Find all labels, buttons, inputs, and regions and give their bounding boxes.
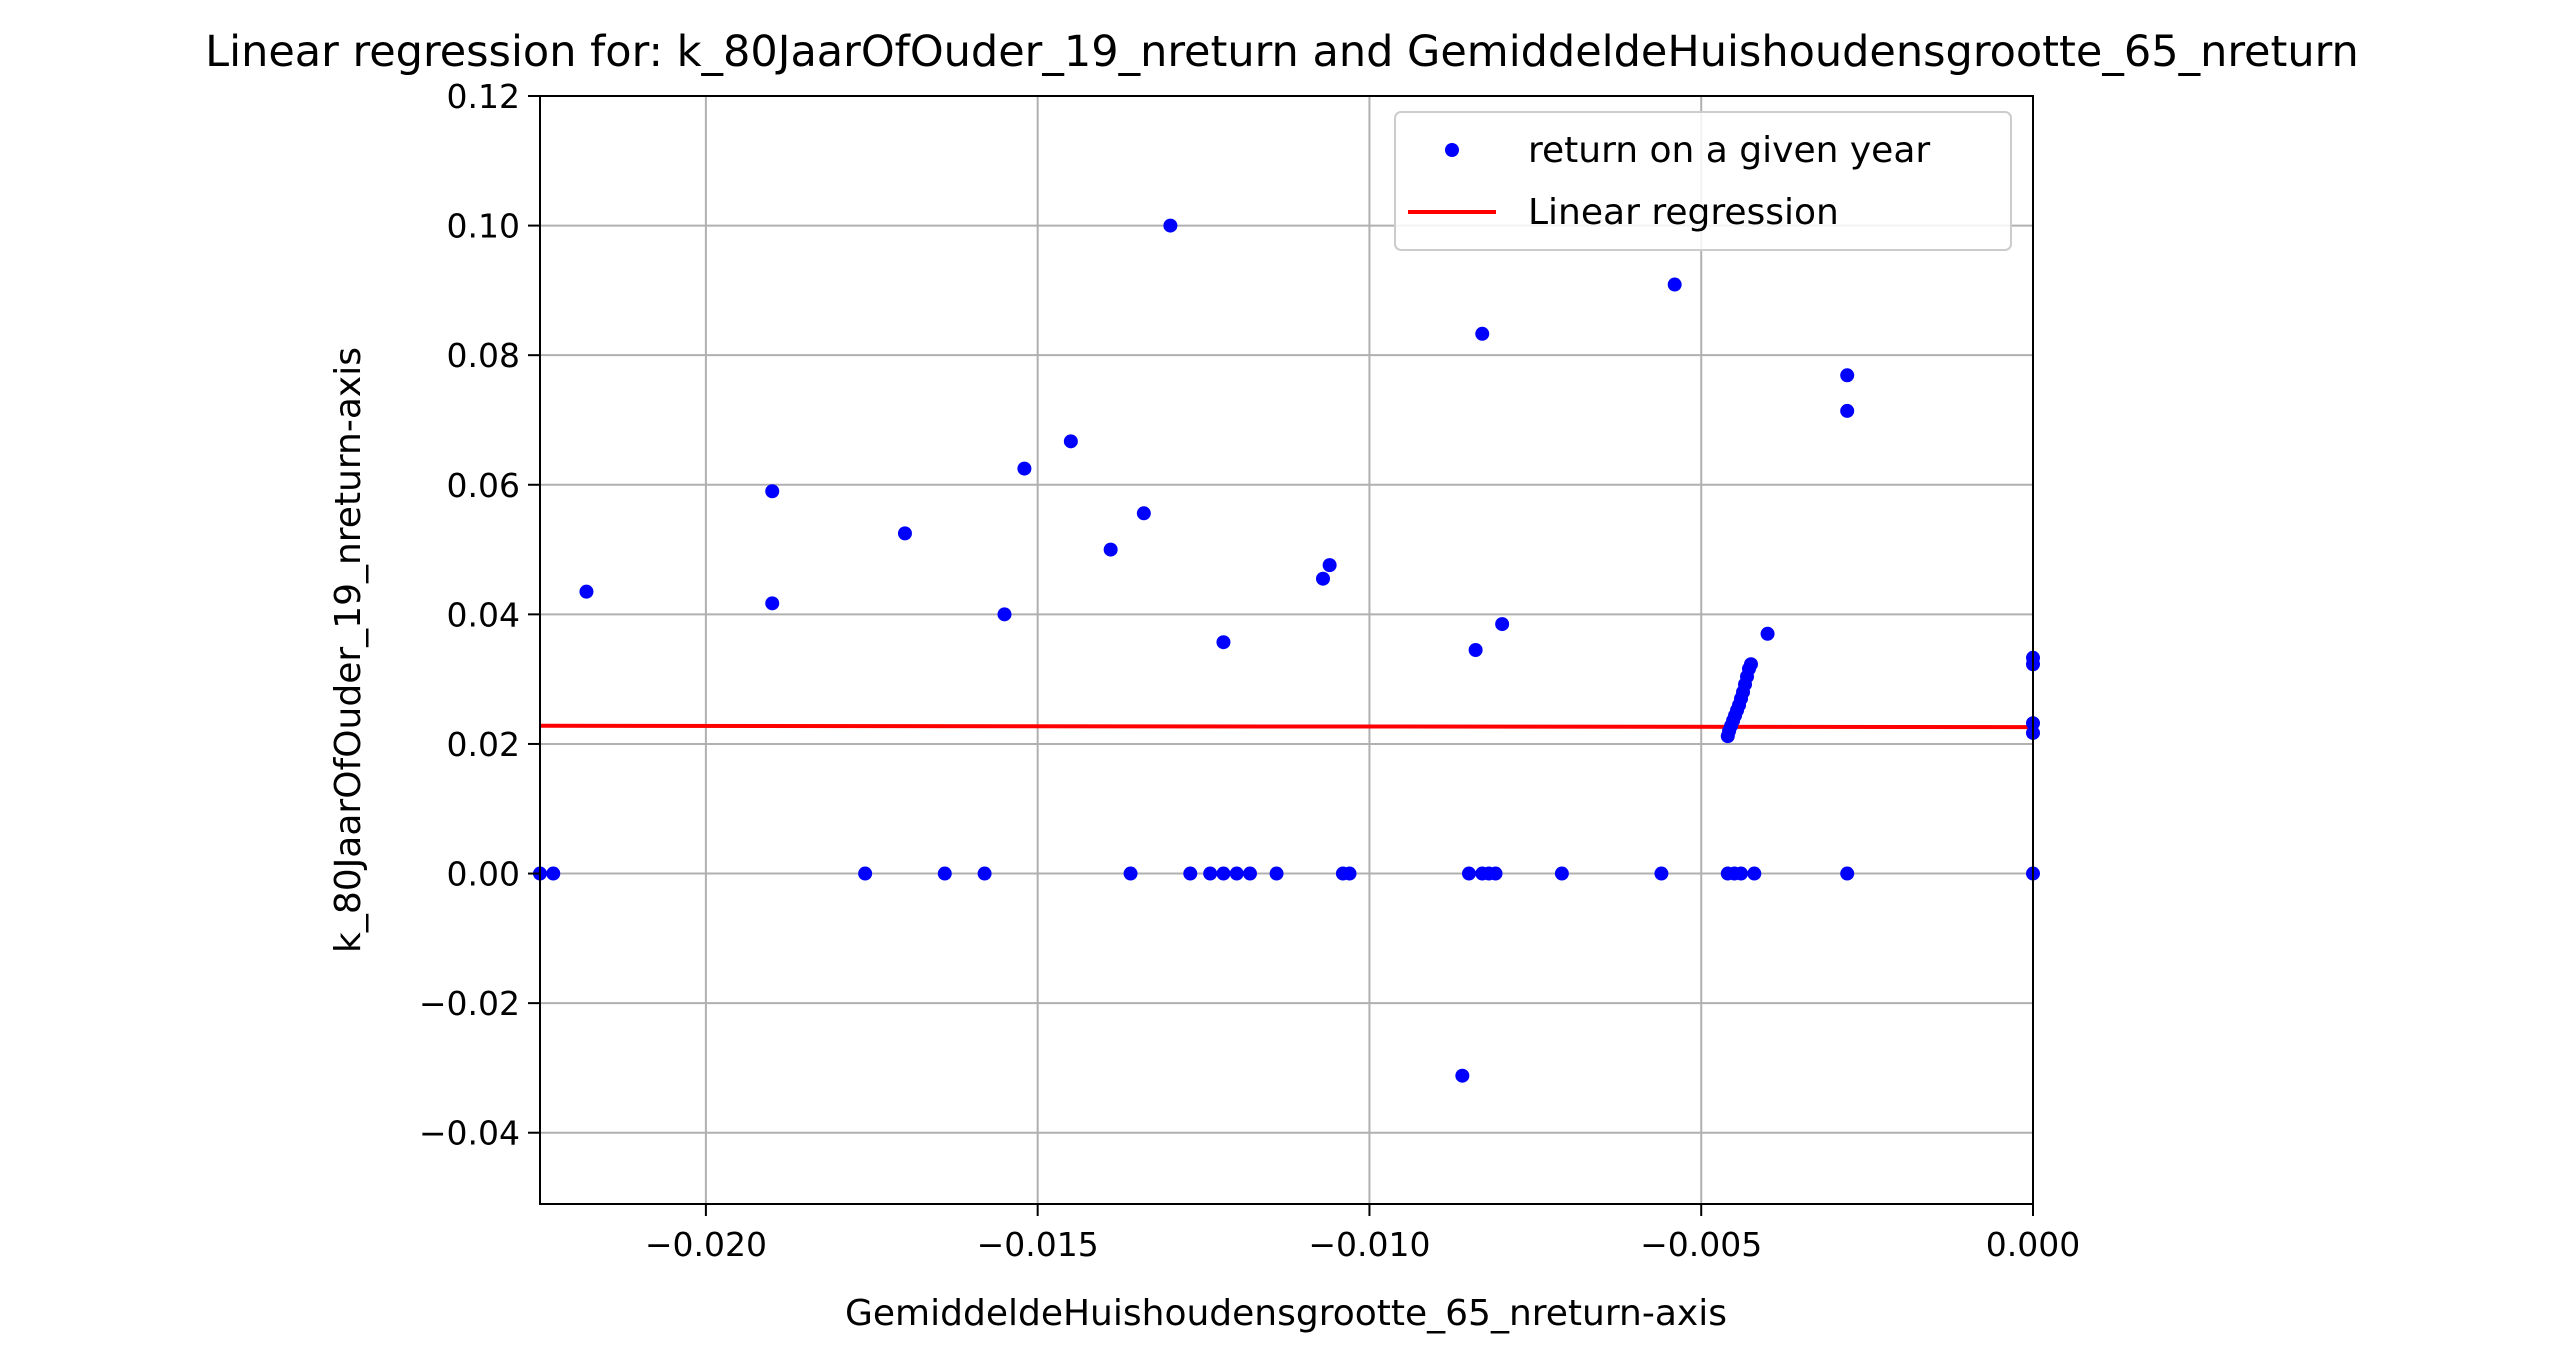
scatter-point	[1475, 326, 1490, 341]
regression-line	[539, 723, 2034, 730]
y-tick-label: 0.08	[447, 336, 520, 375]
scatter-point	[765, 484, 780, 499]
scatter-point	[1322, 558, 1337, 573]
scatter-point	[1455, 1068, 1470, 1083]
scatter-point	[1136, 506, 1151, 521]
scatter-point	[1654, 866, 1669, 881]
legend-label-line: Linear regression	[1528, 192, 1839, 233]
scatter-point	[1315, 571, 1330, 586]
x-tick-label: 0.000	[1986, 1225, 2080, 1264]
y-tick-label: −0.04	[419, 1114, 520, 1153]
y-axis-label: k_80JaarOfOuder_19_nreturn-axis	[328, 347, 369, 953]
scatter-point	[1216, 635, 1231, 650]
scatter-point	[1734, 866, 1749, 881]
scatter-points	[533, 218, 2040, 1083]
scatter-point	[1203, 866, 1218, 881]
scatter-point	[1017, 461, 1032, 476]
scatter-point	[1243, 866, 1258, 881]
scatter-point	[1747, 866, 1762, 881]
scatter-point	[897, 526, 912, 541]
scatter-point	[1840, 403, 1855, 418]
legend-label-scatter: return on a given year	[1528, 130, 1930, 171]
y-tick-label: 0.06	[447, 466, 520, 505]
chart-title: Linear regression for: k_80JaarOfOuder_1…	[205, 27, 2359, 77]
regression-layer	[539, 723, 2034, 730]
scatter-point	[579, 584, 594, 599]
scatter-point	[1495, 617, 1510, 632]
y-tick-label: 0.00	[447, 855, 520, 894]
scatter-point	[1163, 218, 1178, 233]
legend-marker-scatter	[1445, 143, 1459, 157]
scatter-point	[765, 596, 780, 611]
y-ticks: −0.04 −0.02 0.00 0.02 0.04 0.06 0.08 0.10 0.12	[419, 77, 540, 1153]
scatter-point	[1063, 434, 1078, 449]
y-tick-label: −0.02	[419, 984, 520, 1023]
scatter-point	[858, 866, 873, 881]
scatter-point	[997, 607, 1012, 622]
x-tick-label: −0.010	[1308, 1225, 1430, 1264]
scatter-point	[977, 866, 992, 881]
scatter-point	[1183, 866, 1198, 881]
y-tick-label: 0.10	[447, 207, 520, 246]
scatter-point	[1840, 866, 1855, 881]
scatter-point	[1342, 866, 1357, 881]
scatter-point	[546, 866, 561, 881]
scatter-point	[1103, 542, 1118, 557]
x-tick-label: −0.020	[645, 1225, 767, 1264]
scatter-point	[1269, 866, 1284, 881]
scatter-point	[1123, 866, 1138, 881]
scatter-point	[937, 866, 952, 881]
y-tick-label: 0.12	[447, 77, 520, 116]
scatter-point	[1760, 626, 1775, 641]
y-tick-label: 0.02	[447, 725, 520, 764]
scatter-point	[1216, 866, 1231, 881]
scatter-point	[1667, 277, 1682, 292]
x-tick-label: −0.005	[1640, 1225, 1762, 1264]
y-tick-label: 0.04	[447, 595, 520, 634]
x-axis-label: GemiddeldeHuishoudensgrootte_65_nreturn-…	[845, 1293, 1727, 1334]
scatter-point	[1229, 866, 1244, 881]
gridlines	[540, 95, 2034, 1204]
scatter-point	[1554, 866, 1569, 881]
scatter-point	[1468, 643, 1483, 657]
x-tick-label: −0.015	[977, 1225, 1099, 1264]
scatter-point	[1743, 657, 1758, 672]
scatter-point	[1488, 866, 1503, 881]
scatter-point	[1461, 866, 1476, 881]
scatter-point	[1840, 368, 1855, 383]
x-ticks: −0.020 −0.015 −0.010 −0.005 0.000	[645, 1204, 2080, 1264]
legend: return on a given year Linear regression	[1394, 111, 2012, 251]
legend-box	[1394, 111, 2012, 251]
plot-frame	[539, 95, 2034, 1205]
